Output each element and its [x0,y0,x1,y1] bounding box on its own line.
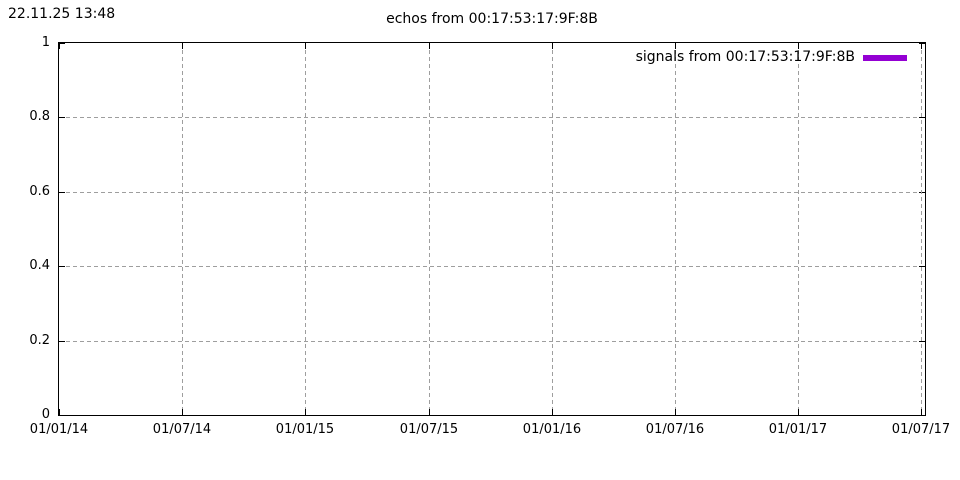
y-tick-label: 0 [41,407,50,422]
y-tick-mark-right [919,43,925,44]
y-tick-label: 0.6 [29,184,50,199]
x-tick-mark-bottom [675,409,676,415]
x-tick-mark-top [675,43,676,49]
x-tick-label: 01/01/16 [522,422,582,437]
y-tick-mark-right [919,415,925,416]
x-tick-mark-bottom [429,409,430,415]
y-grid-line [59,192,925,193]
x-grid-line [429,43,430,415]
x-tick-label: 01/01/17 [768,422,828,437]
y-tick-mark-right [919,117,925,118]
x-tick-mark-bottom [798,409,799,415]
x-grid-line [798,43,799,415]
x-tick-mark-top [798,43,799,49]
x-tick-mark-top [552,43,553,49]
plot-area [58,42,926,416]
y-grid-line [59,117,925,118]
chart-title: echos from 00:17:53:17:9F:8B [386,11,598,27]
x-tick-mark-bottom [305,409,306,415]
y-tick-mark-left [59,266,65,267]
x-tick-label: 01/07/15 [399,422,459,437]
y-tick-mark-left [59,117,65,118]
y-tick-label: 1 [41,35,50,50]
y-tick-label: 0.8 [29,109,50,124]
x-tick-label: 01/07/14 [152,422,212,437]
x-tick-mark-bottom [59,409,60,415]
legend: signals from 00:17:53:17:9F:8B [636,49,907,66]
y-tick-mark-left [59,192,65,193]
x-tick-mark-top [429,43,430,49]
x-tick-label: 01/07/16 [645,422,705,437]
x-tick-mark-top [182,43,183,49]
x-grid-line [552,43,553,415]
x-grid-line [675,43,676,415]
y-tick-mark-left [59,415,65,416]
x-tick-mark-bottom [182,409,183,415]
y-grid-line [59,341,925,342]
legend-series-label: signals from 00:17:53:17:9F:8B [635,49,855,65]
x-grid-line [921,43,922,415]
y-grid-line [59,266,925,267]
plot-timestamp: 22.11.25 13:48 [8,6,116,22]
y-tick-mark-right [919,266,925,267]
legend-swatch [863,54,907,61]
x-tick-mark-top [921,43,922,49]
y-tick-label: 0.2 [29,333,50,348]
x-tick-mark-top [59,43,60,49]
x-grid-line [305,43,306,415]
y-tick-mark-right [919,341,925,342]
x-tick-label: 01/01/14 [29,422,89,437]
x-tick-mark-top [305,43,306,49]
x-grid-line [182,43,183,415]
x-tick-mark-bottom [921,409,922,415]
x-tick-mark-bottom [552,409,553,415]
y-tick-mark-left [59,43,65,44]
y-tick-mark-right [919,192,925,193]
x-tick-label: 01/07/17 [891,422,951,437]
y-tick-mark-left [59,341,65,342]
x-tick-label: 01/01/15 [275,422,335,437]
y-tick-label: 0.4 [29,258,50,273]
